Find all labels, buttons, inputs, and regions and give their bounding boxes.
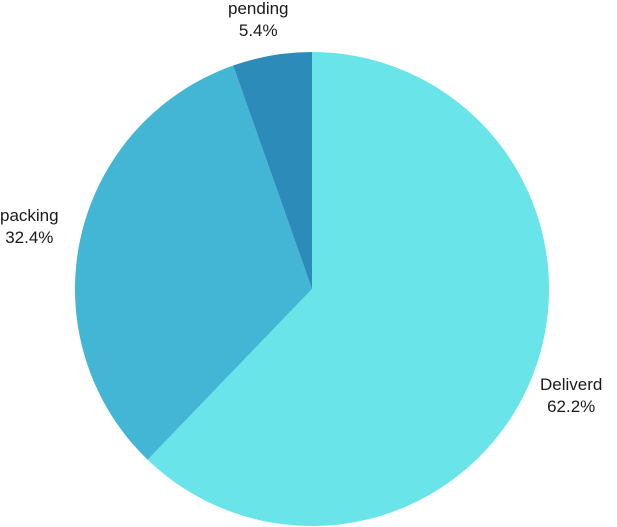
slice-percent: 62.2% bbox=[547, 397, 596, 416]
slice-label-deliverd: Deliverd 62.2% bbox=[540, 374, 602, 418]
slice-name: Deliverd bbox=[540, 375, 603, 394]
slice-percent: 32.4% bbox=[5, 228, 54, 247]
slice-name: packing bbox=[0, 206, 59, 225]
slice-name: pending bbox=[228, 0, 289, 18]
slice-percent: 5.4% bbox=[238, 21, 278, 40]
pie-slices bbox=[74, 52, 549, 526]
slice-label-packing: packing 32.4% bbox=[0, 205, 59, 249]
pie-slice-deliverd bbox=[147, 52, 549, 526]
pie-slice-packing bbox=[74, 65, 312, 460]
slice-label-pending: pending 5.4% bbox=[228, 0, 289, 42]
pie-slice-pending bbox=[233, 52, 312, 289]
